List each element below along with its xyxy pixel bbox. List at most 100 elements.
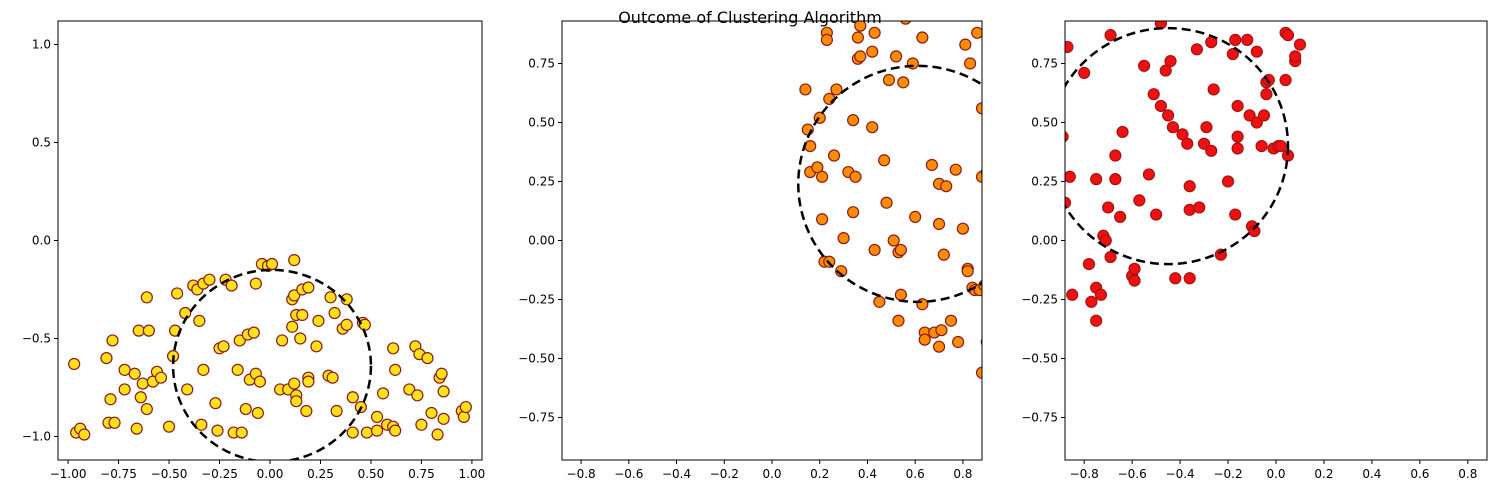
scatter-point — [326, 371, 339, 384]
scatter-point — [1078, 66, 1091, 80]
scatter-point — [1090, 173, 1103, 186]
scatter-point — [171, 287, 184, 300]
scatter-point — [340, 318, 353, 331]
scatter-point — [975, 366, 982, 379]
scatter-point — [106, 334, 119, 347]
scatter-point — [897, 76, 910, 89]
scatter-point — [1109, 149, 1122, 162]
x-tick-label: −0.50 — [151, 467, 188, 481]
scatter-point — [866, 45, 879, 58]
scatter-point — [959, 38, 972, 51]
scatter-point — [1162, 109, 1175, 122]
scatter-point — [932, 340, 946, 353]
scatter-point — [1248, 224, 1261, 238]
scatter-point — [118, 363, 131, 376]
scatter-point — [900, 21, 912, 25]
scatter-point — [346, 426, 359, 439]
scatter-point — [247, 326, 260, 339]
x-tick-label: −0.75 — [100, 467, 137, 481]
scatter-point — [804, 139, 817, 153]
scatter-point — [431, 428, 444, 441]
scatter-point — [894, 288, 907, 301]
x-tick-label: 0.50 — [358, 467, 385, 481]
scatter-point — [849, 170, 862, 183]
scatter-point — [294, 332, 307, 345]
y-tick-label: −0.50 — [518, 352, 555, 366]
x-tick-label: −0.6 — [1118, 467, 1147, 481]
scatter-point — [1293, 38, 1307, 51]
scatter-point — [1065, 131, 1069, 143]
scatter-point — [916, 31, 929, 44]
scatter-point — [340, 293, 353, 306]
scatter-point — [389, 424, 402, 437]
scatter-point — [217, 340, 230, 353]
scatter-point — [909, 210, 922, 223]
scatter-point — [1104, 29, 1117, 42]
x-tick-label: 0.8 — [953, 467, 972, 481]
scatter-point — [837, 232, 850, 245]
y-tick-label: 1.0 — [32, 38, 51, 52]
y-tick-label: 0.25 — [528, 174, 555, 188]
scatter-point — [889, 50, 903, 63]
scatter-point — [128, 367, 141, 380]
scatter-point — [239, 402, 252, 416]
scatter-point — [1164, 55, 1177, 68]
cluster-panel-2: −0.8 −0.6 −0.4 −0.2 0.0 0.2 0.4 0.6 0.8 −0.75 −0.5… — [518, 20, 983, 481]
scatter-point — [868, 26, 881, 39]
scatter-point — [140, 291, 153, 304]
scatter-point — [918, 333, 931, 346]
scatter-point — [1109, 173, 1122, 186]
y-tick-label: −0.75 — [518, 411, 555, 425]
scatter-point — [952, 335, 965, 349]
scatter-point — [1116, 125, 1129, 139]
scatter-point — [370, 410, 384, 423]
plot-area — [1065, 21, 1307, 327]
scatter-point — [1279, 73, 1292, 87]
scatter-point — [162, 420, 176, 433]
scatter-point — [1231, 142, 1244, 155]
scatter-point — [195, 418, 208, 431]
scatter-point — [980, 338, 982, 346]
scatter-point — [1274, 139, 1287, 153]
scatter-point — [1102, 201, 1115, 214]
scatter-point — [944, 314, 958, 327]
cluster-boundary-circle — [797, 64, 982, 304]
scatter-point — [68, 357, 81, 371]
scatter-point — [866, 121, 879, 134]
scatter-point — [963, 57, 977, 70]
x-tick-label: −1.00 — [50, 467, 87, 481]
scatter-point — [847, 114, 860, 127]
y-tick-label: 0.75 — [1031, 56, 1058, 70]
y-tick-label: 0.75 — [528, 56, 555, 70]
scatter-point — [1183, 180, 1196, 193]
scatter-point — [209, 397, 222, 410]
scatter-point — [894, 243, 907, 257]
scatter-point — [154, 371, 168, 384]
y-tick-label: 0.5 — [32, 136, 51, 150]
scatter-point — [1133, 194, 1146, 207]
x-tick-label: 0.4 — [858, 467, 877, 481]
scatter-point — [346, 391, 359, 404]
scatter-point — [1221, 175, 1235, 188]
x-tick-label: −0.8 — [567, 467, 596, 481]
scatter-point — [816, 213, 829, 226]
scatter-point — [132, 324, 145, 337]
cluster-boundary-circle — [1065, 26, 1290, 266]
scatter-point — [104, 393, 117, 406]
scatter-point — [1147, 88, 1160, 101]
scatter-point — [937, 248, 950, 261]
scatter-point — [1255, 139, 1268, 153]
scatter-point — [181, 383, 194, 396]
x-tick-label: 0.25 — [307, 467, 334, 481]
scatter-point — [437, 385, 450, 398]
x-tick-label: 0.75 — [408, 467, 435, 481]
scatter-point — [961, 265, 974, 278]
scatter-point — [415, 418, 428, 431]
scatter-point — [949, 163, 962, 176]
scatter-point — [1243, 109, 1256, 122]
scatter-point — [211, 424, 224, 437]
scatter-point — [78, 428, 91, 441]
scatter-point — [873, 295, 886, 308]
scatter-point — [1241, 33, 1254, 46]
